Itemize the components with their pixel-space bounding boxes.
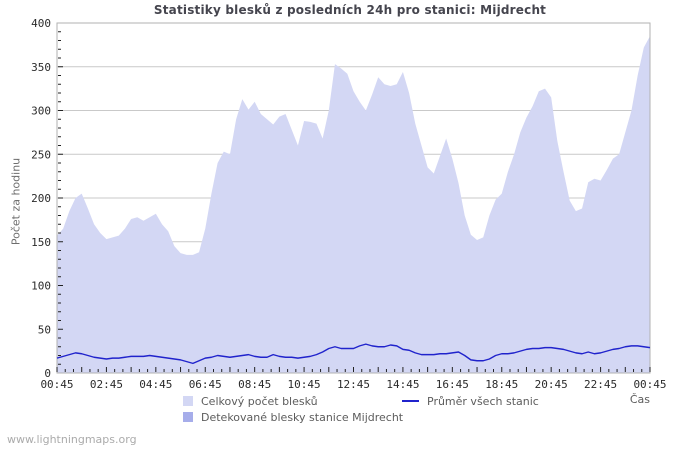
x-tick-label: 02:45 bbox=[90, 378, 123, 391]
x-tick-label: 00:45 bbox=[633, 378, 666, 391]
x-tick-label: 00:45 bbox=[40, 378, 73, 391]
x-axis-title: Čas bbox=[629, 393, 650, 406]
legend-item-average-line: Průměr všech stanic bbox=[402, 394, 539, 408]
x-tick-label: 16:45 bbox=[436, 378, 469, 391]
x-tick-label: 18:45 bbox=[485, 378, 518, 391]
chart-title: Statistiky blesků z posledních 24h pro s… bbox=[153, 3, 547, 17]
legend-item-total-flashes: Celkový počet blesků bbox=[183, 394, 318, 408]
x-tick-label: 14:45 bbox=[386, 378, 419, 391]
x-tick-label: 20:45 bbox=[535, 378, 568, 391]
legend-label: Celkový počet blesků bbox=[201, 394, 318, 408]
y-tick-label: 50 bbox=[38, 323, 51, 336]
total-flashes-area bbox=[57, 36, 650, 373]
watermark: www.lightningmaps.org bbox=[7, 433, 137, 446]
x-tick-label: 04:45 bbox=[139, 378, 172, 391]
x-tick-label: 12:45 bbox=[337, 378, 370, 391]
y-tick-label: 200 bbox=[31, 192, 51, 205]
x-tick-label: 10:45 bbox=[288, 378, 321, 391]
y-tick-label: 150 bbox=[31, 236, 51, 249]
x-tick-label: 22:45 bbox=[584, 378, 617, 391]
legend-item-station-flashes: Detekované blesky stanice Mijdrecht bbox=[183, 410, 404, 424]
y-tick-label: 250 bbox=[31, 148, 51, 161]
legend-label: Průměr všech stanic bbox=[427, 394, 539, 408]
legend-label: Detekované blesky stanice Mijdrecht bbox=[201, 410, 404, 424]
plot-border bbox=[56, 22, 651, 374]
y-tick-label: 350 bbox=[31, 61, 51, 74]
average-line bbox=[56, 343, 651, 365]
total-flashes-swatch bbox=[183, 396, 193, 406]
y-tick-label: 0 bbox=[44, 367, 51, 380]
x-tick-label: 08:45 bbox=[238, 378, 271, 391]
average-line-swatch bbox=[402, 400, 419, 402]
x-tick-label: 06:45 bbox=[189, 378, 222, 391]
station-flashes-swatch bbox=[183, 412, 193, 422]
y-tick-label: 400 bbox=[31, 17, 51, 30]
y-tick-label: 100 bbox=[31, 280, 51, 293]
y-tick-label: 300 bbox=[31, 105, 51, 118]
